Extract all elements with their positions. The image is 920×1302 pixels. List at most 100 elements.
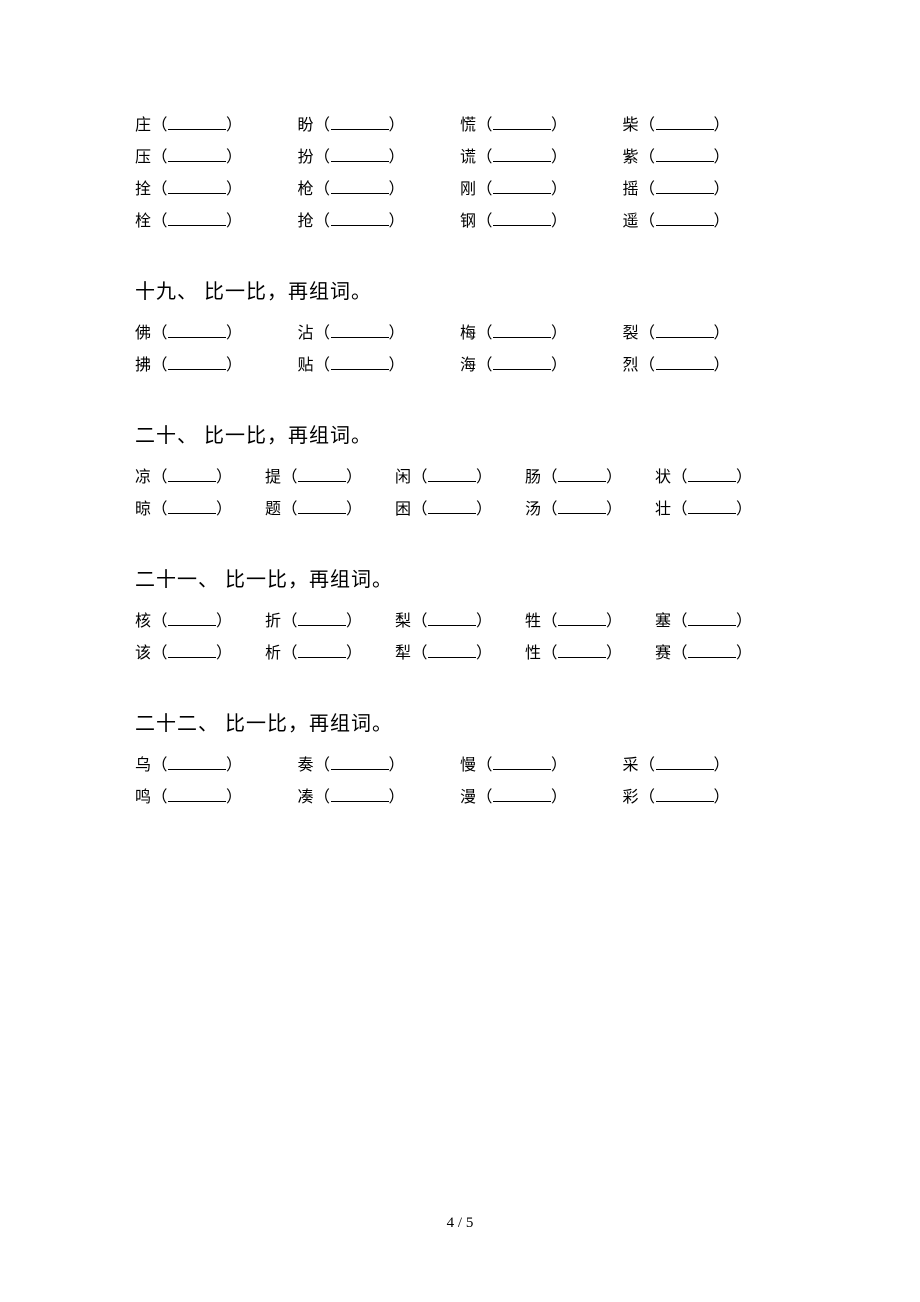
exercise-row: 核（） 折（） 梨（） 牲（） 塞（） [135,606,785,638]
blank [656,756,714,770]
exercise-cell: 扮（） [298,142,461,174]
blank [168,356,226,370]
blank [168,116,226,130]
char: 犁 [395,645,412,662]
exercise-cell: 题（） [265,494,395,526]
char: 汤 [525,501,542,518]
char: 摇 [623,181,640,198]
char: 凑 [298,789,315,806]
blank [656,324,714,338]
exercise-cell: 壮（） [655,494,785,526]
exercise-cell: 贴（） [298,350,461,382]
exercise-cell: 遥（） [623,206,786,238]
blank [168,756,226,770]
char: 梨 [395,613,412,630]
exercise-cell: 彩（） [623,782,786,814]
exercise-block: 二十二、 比一比，再组词。 乌（） 奏（） 慢（） 采（） 鸣（） 凑（） 漫（… [135,708,785,814]
char: 烈 [623,357,640,374]
blank [168,612,216,626]
exercise-cell: 犁（） [395,638,525,670]
char: 谎 [460,149,477,166]
char: 闲 [395,469,412,486]
exercise-cell: 烈（） [623,350,786,382]
char: 奏 [298,757,315,774]
blank [428,468,476,482]
blank [428,612,476,626]
char: 牲 [525,613,542,630]
blank [493,148,551,162]
exercise-cell: 海（） [460,350,623,382]
char: 海 [460,357,477,374]
page-footer: 4 / 5 [0,1215,920,1232]
exercise-cell: 凉（） [135,462,265,494]
char: 题 [265,501,282,518]
blank [331,756,389,770]
blank [331,148,389,162]
exercise-cell: 柴（） [623,110,786,142]
exercise-row: 该（） 析（） 犁（） 性（） 赛（） [135,638,785,670]
char: 栓 [135,213,152,230]
blank [168,468,216,482]
exercise-cell: 性（） [525,638,655,670]
exercise-cell: 采（） [623,750,786,782]
blank [656,356,714,370]
exercise-cell: 拴（） [135,174,298,206]
char: 状 [655,469,672,486]
blank [688,500,736,514]
char: 慢 [460,757,477,774]
blank [656,180,714,194]
exercise-row: 凉（） 提（） 闲（） 肠（） 状（） [135,462,785,494]
blank [331,324,389,338]
exercise-cell: 漫（） [460,782,623,814]
section-heading: 二十、 比一比，再组词。 [135,420,785,452]
blank [331,212,389,226]
blank [298,468,346,482]
exercise-cell: 该（） [135,638,265,670]
exercise-cell: 乌（） [135,750,298,782]
exercise-cell: 奏（） [298,750,461,782]
blank [493,116,551,130]
exercise-row: 晾（） 题（） 困（） 汤（） 壮（） [135,494,785,526]
exercise-cell: 枪（） [298,174,461,206]
exercise-row: 鸣（） 凑（） 漫（） 彩（） [135,782,785,814]
page-content: 庄（） 盼（） 慌（） 柴（） 压（） 扮（） 谎（） 紫（） 拴（） 枪（） … [0,0,920,814]
exercise-cell: 汤（） [525,494,655,526]
char: 采 [623,757,640,774]
exercise-cell: 拂（） [135,350,298,382]
exercise-cell: 赛（） [655,638,785,670]
exercise-cell: 状（） [655,462,785,494]
exercise-cell: 盼（） [298,110,461,142]
exercise-cell: 晾（） [135,494,265,526]
blank [688,468,736,482]
exercise-row: 拴（） 枪（） 刚（） 摇（） [135,174,785,206]
blank [168,148,226,162]
char: 该 [135,645,152,662]
char: 提 [265,469,282,486]
blank [331,116,389,130]
exercise-cell: 折（） [265,606,395,638]
blank [558,644,606,658]
char: 凉 [135,469,152,486]
exercise-cell: 鸣（） [135,782,298,814]
exercise-cell: 紫（） [623,142,786,174]
blank [493,212,551,226]
exercise-row: 佛（） 沾（） 梅（） 裂（） [135,318,785,350]
blank [558,500,606,514]
exercise-cell: 慌（） [460,110,623,142]
blank [493,756,551,770]
char: 晾 [135,501,152,518]
char: 肠 [525,469,542,486]
blank [428,500,476,514]
section-heading: 十九、 比一比，再组词。 [135,276,785,308]
char: 彩 [623,789,640,806]
char: 拂 [135,357,152,374]
char: 佛 [135,325,152,342]
exercise-cell: 塞（） [655,606,785,638]
blank [493,180,551,194]
blank [656,212,714,226]
char: 盼 [298,117,315,134]
char: 柴 [623,117,640,134]
blank [168,500,216,514]
exercise-cell: 佛（） [135,318,298,350]
blank [298,500,346,514]
